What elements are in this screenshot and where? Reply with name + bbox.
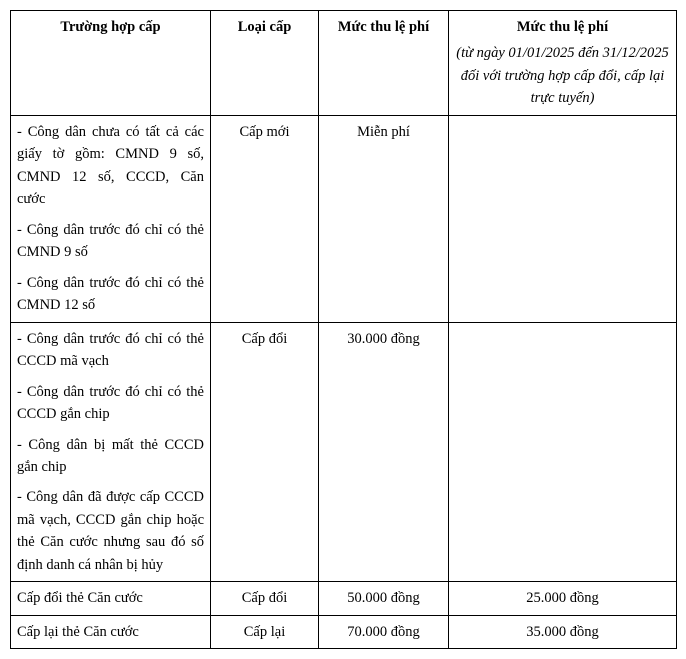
header-fee2-sub: (từ ngày 01/01/2025 đến 31/12/2025 đối v… xyxy=(455,42,670,109)
case-item: - Công dân đã được cấp CCCD mã vạch, CCC… xyxy=(17,486,204,576)
case-item: Cấp lại thẻ Căn cước xyxy=(17,621,204,643)
case-item: Cấp đổi thẻ Căn cước xyxy=(17,587,204,609)
case-item: - Công dân bị mất thẻ CCCD gắn chip xyxy=(17,434,204,479)
table-row: Cấp đổi thẻ Căn cước Cấp đổi50.000 đồng25… xyxy=(11,582,677,615)
case-cell: Cấp đổi thẻ Căn cước xyxy=(11,582,211,615)
fee-cell: 70.000 đồng xyxy=(319,615,449,648)
type-cell: Cấp lại xyxy=(211,615,319,648)
fee-cell: 50.000 đồng xyxy=(319,582,449,615)
header-case: Trường hợp cấp xyxy=(11,11,211,116)
header-fee: Mức thu lệ phí xyxy=(319,11,449,116)
fee-table: Trường hợp cấp Loại cấp Mức thu lệ phí M… xyxy=(10,10,677,649)
fee-cell: Miễn phí xyxy=(319,115,449,322)
fee2-cell xyxy=(449,322,677,582)
case-item: - Công dân trước đó chỉ có thẻ CCCD mã v… xyxy=(17,328,204,373)
table-header-row: Trường hợp cấp Loại cấp Mức thu lệ phí M… xyxy=(11,11,677,116)
type-cell: Cấp đổi xyxy=(211,582,319,615)
fee2-cell: 35.000 đồng xyxy=(449,615,677,648)
fee2-cell: 25.000 đồng xyxy=(449,582,677,615)
table-body: - Công dân chưa có tất cả các giấy tờ gồ… xyxy=(11,115,677,648)
header-fee2: Mức thu lệ phí (từ ngày 01/01/2025 đến 3… xyxy=(449,11,677,116)
table-row: - Công dân chưa có tất cả các giấy tờ gồ… xyxy=(11,115,677,322)
fee-cell: 30.000 đồng xyxy=(319,322,449,582)
type-cell: Cấp mới xyxy=(211,115,319,322)
case-cell: - Công dân chưa có tất cả các giấy tờ gồ… xyxy=(11,115,211,322)
table-row: Cấp lại thẻ Căn cước Cấp lại70.000 đồng35… xyxy=(11,615,677,648)
case-item: - Công dân chưa có tất cả các giấy tờ gồ… xyxy=(17,121,204,211)
type-cell: Cấp đổi xyxy=(211,322,319,582)
case-cell: - Công dân trước đó chỉ có thẻ CCCD mã v… xyxy=(11,322,211,582)
case-item: - Công dân trước đó chỉ có thẻ CMND 9 số xyxy=(17,219,204,264)
fee2-cell xyxy=(449,115,677,322)
case-cell: Cấp lại thẻ Căn cước xyxy=(11,615,211,648)
header-type: Loại cấp xyxy=(211,11,319,116)
case-item: - Công dân trước đó chỉ có thẻ CCCD gắn … xyxy=(17,381,204,426)
case-item: - Công dân trước đó chỉ có thẻ CMND 12 s… xyxy=(17,272,204,317)
table-row: - Công dân trước đó chỉ có thẻ CCCD mã v… xyxy=(11,322,677,582)
header-fee2-main: Mức thu lệ phí xyxy=(517,19,608,35)
